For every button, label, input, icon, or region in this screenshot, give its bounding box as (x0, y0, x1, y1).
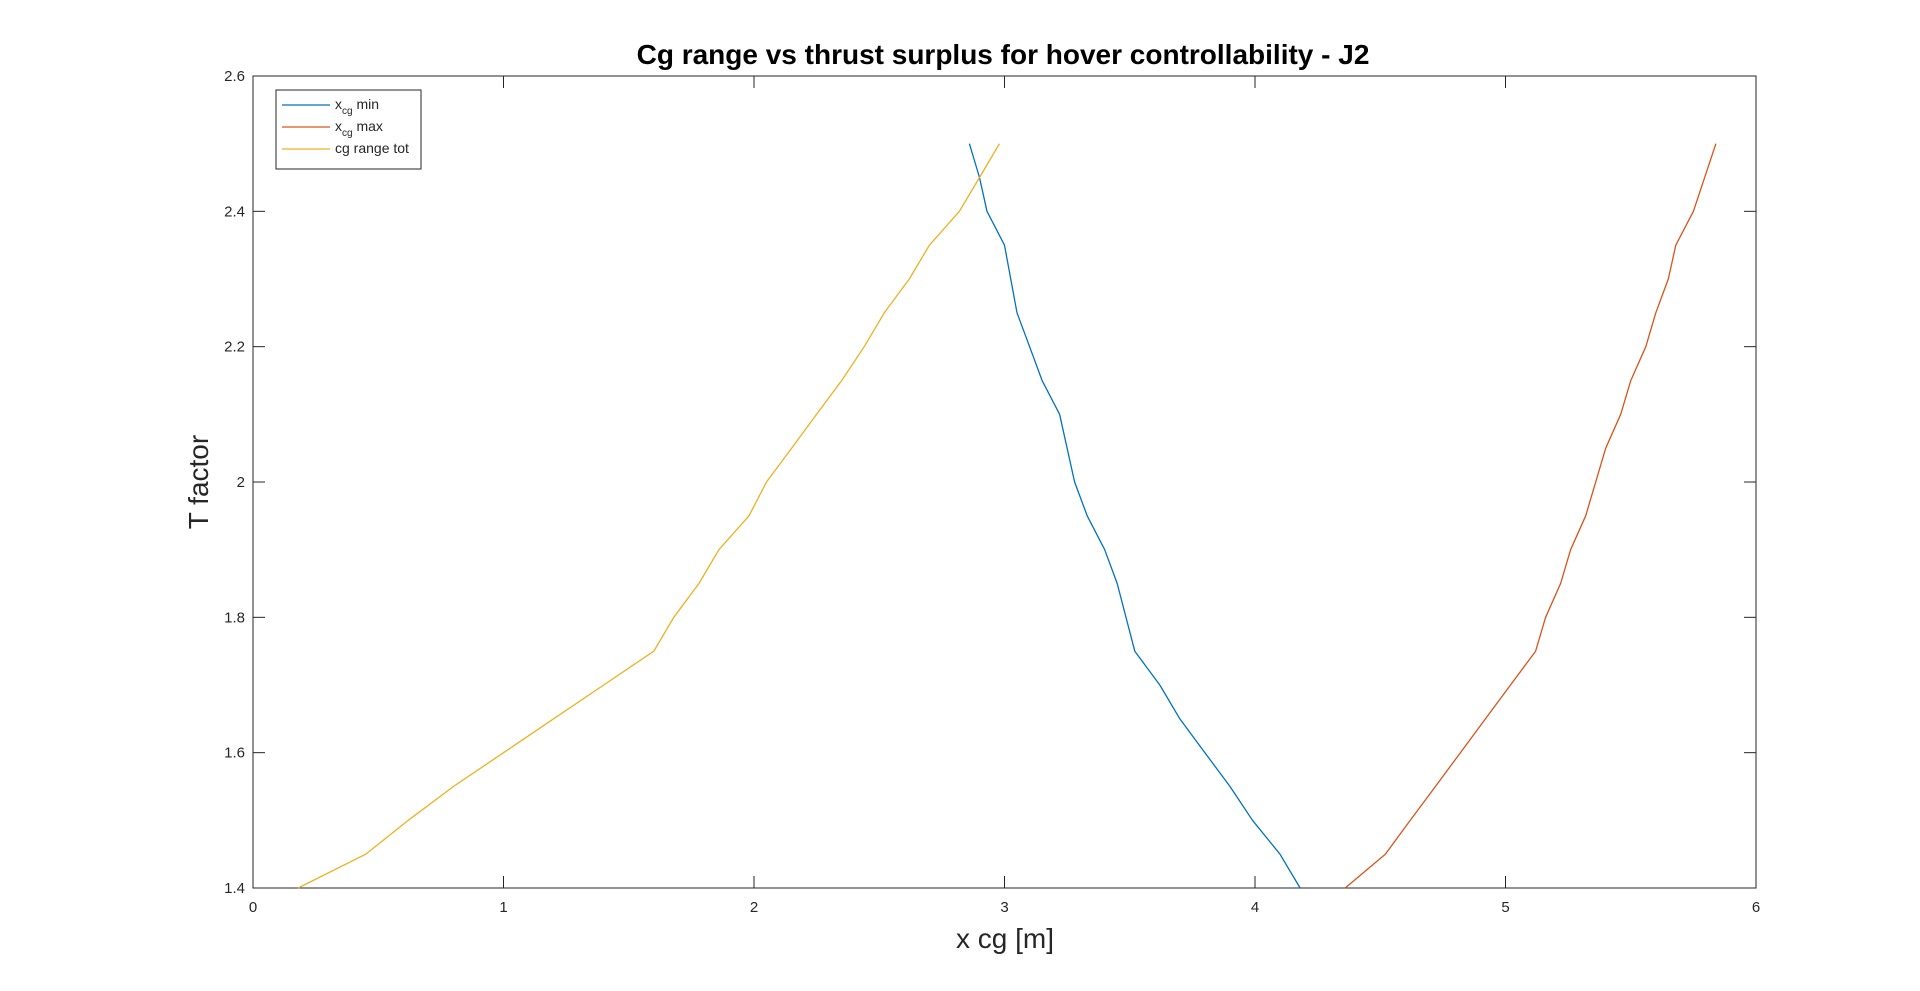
legend-label: xcg max (335, 118, 383, 139)
y-axis-title: T factor (183, 435, 214, 529)
legend-box (275, 89, 422, 170)
y-tick-label: 1.4 (224, 880, 245, 897)
plot-area (252, 75, 1757, 889)
series-line-xcg-min (968, 143, 1301, 889)
x-tick-label: 5 (1501, 899, 1509, 916)
series-line-cg-range-tot (297, 143, 1001, 889)
y-tick-label: 1.6 (224, 745, 245, 762)
legend-label-base: cg range tot (335, 140, 409, 156)
x-tick-label: 4 (1251, 899, 1259, 916)
x-tick-label: 6 (1752, 899, 1760, 916)
legend-label-suffix: max (353, 118, 383, 134)
y-tick-label: 2.6 (224, 68, 245, 85)
x-tick-label: 1 (499, 899, 507, 916)
x-tick-label: 2 (750, 899, 758, 916)
x-tick-label: 0 (249, 899, 257, 916)
y-tick-label: 2.4 (224, 203, 245, 220)
x-tick-label: 3 (1000, 899, 1008, 916)
axis-ticks: 0 1 2 3 4 5 6 1.4 1.6 1.8 2 2.2 2.4 2.6 (224, 68, 1760, 916)
legend-label-subscript: cg (342, 106, 353, 117)
legend-label-subscript: cg (342, 128, 353, 139)
series-layer (297, 143, 1717, 889)
legend-label-suffix: min (353, 96, 379, 112)
legend-label: cg range tot (335, 140, 409, 156)
y-tick-label: 2.2 (224, 339, 245, 356)
legend-label-base: x (335, 118, 342, 134)
series-line-xcg-max (1344, 143, 1717, 889)
y-tick-label: 2 (237, 474, 245, 491)
y-tick-label: 1.8 (224, 609, 245, 626)
legend-label: xcg min (335, 96, 379, 117)
legend-label-base: x (335, 96, 342, 112)
x-axis-title: x cg [m] (956, 923, 1054, 954)
chart-title: Cg range vs thrust surplus for hover con… (637, 39, 1370, 70)
